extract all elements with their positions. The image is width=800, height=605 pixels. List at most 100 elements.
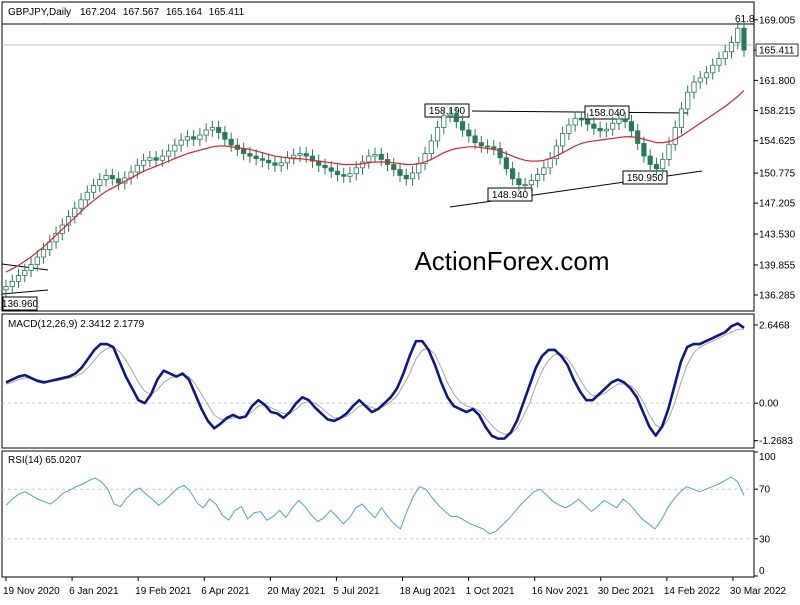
rsi-panel-frame [1,450,755,578]
candle-body [178,139,184,146]
macd-title: MACD(12,26,9) 2.3412 2.1779 [8,319,145,330]
ohlc-open: 167.204 [80,7,117,18]
candle-body [710,64,716,74]
candle-body [691,81,697,93]
candle-body [303,153,309,157]
candle-body [428,140,434,154]
candle-body [685,91,691,110]
time-tick-label: 6 Jan 2021 [69,586,119,597]
candle-body [660,159,666,170]
candle-body [22,270,28,276]
candle-body [209,127,215,131]
candle-body [103,175,109,181]
candle-body [372,153,378,157]
candle-body [553,145,559,160]
candle-body [172,144,178,152]
candle-body [134,164,140,173]
candle-body [40,249,47,258]
time-tick-label: 19 Nov 2020 [3,586,60,597]
macd-tick-label: 2.6468 [759,320,790,331]
candle-body [197,134,203,140]
candle-body [703,72,710,79]
macd-tick-label: 0.00 [759,399,779,410]
annotation-148940-label: 148.940 [492,190,529,201]
price-tick-label: 143.530 [759,230,796,241]
candle-body [34,256,40,265]
candle-body [678,108,685,128]
candle-body [453,113,459,122]
price-axis: 169.005 165.411 161.800 158.215 154.625 150.7… [754,15,799,301]
candle-body [247,153,253,157]
candle-body [328,167,334,172]
candle-body [109,175,115,180]
candle-body [578,117,584,121]
candle-body [741,27,747,51]
candle-body [272,162,278,166]
candle-body [622,118,628,122]
candle-body [347,173,353,177]
candle-body [309,155,316,162]
candle-body [416,163,422,174]
current-price-box [755,43,799,57]
candle-body [610,122,616,130]
candle-body [597,127,603,132]
annotation-158040: 158.040 [584,105,630,120]
fib-label: 61.8 [735,14,755,25]
candle-body [666,143,672,160]
candle-body [115,178,122,184]
candle-body [241,148,247,154]
candle-body [459,121,466,131]
candle-body [216,127,222,133]
rsi-levels [2,488,754,540]
time-tick-label: 30 Dec 2021 [598,586,655,597]
symbol-header: GBPJPY,Daily [8,7,71,18]
candle-body [97,179,103,186]
candle-body [366,155,372,163]
price-panel-frame [1,1,755,312]
candle-body [266,159,272,164]
macd-panel-frame [1,313,755,449]
rsi-title: RSI(14) 65.0207 [8,455,82,466]
candle-body [572,117,578,126]
candle-body [259,158,266,161]
candle-body [735,27,741,43]
macd-main-line [5,322,745,440]
early-trendline-bottom [1,289,49,295]
candle-body [616,118,622,124]
resistance-trendline [471,110,689,114]
candle-body [141,159,147,166]
candle-body [653,164,660,170]
moving-average-line [5,90,745,273]
candle-body [322,164,328,169]
price-tick-label: 154.625 [759,136,796,147]
candle-body [228,138,234,146]
price-tick-label: 165.411 [759,46,795,57]
price-tick-label: 158.215 [759,106,796,117]
candle-body [535,174,541,181]
time-tick-label: 30 Mar 2022 [730,586,787,597]
candle-body [291,154,297,159]
time-tick-label: 14 Feb 2022 [664,586,721,597]
candle-body [478,142,484,147]
annotation-158040-label: 158.040 [589,108,626,119]
price-moving-average [5,90,745,273]
price-tick-label: 169.005 [759,15,796,26]
candle-body [3,286,9,291]
candle-body [47,241,53,250]
macd-tick-label: -1.2683 [759,436,793,447]
candle-body [434,127,441,142]
price-candles [3,21,747,297]
candle-body [28,264,34,271]
rsi-line-group [5,476,745,535]
ohlc-low: 165.164 [166,7,203,18]
annotation-150950-label: 150.950 [627,173,664,184]
candle-body [603,128,609,132]
candle-body [391,164,397,170]
price-title: GBPJPY,Daily 167.204 167.567 165.164 165… [8,7,245,18]
rsi-tick-label: 70 [759,485,771,496]
macd-signal-line [5,328,744,435]
candle-body [484,145,491,148]
